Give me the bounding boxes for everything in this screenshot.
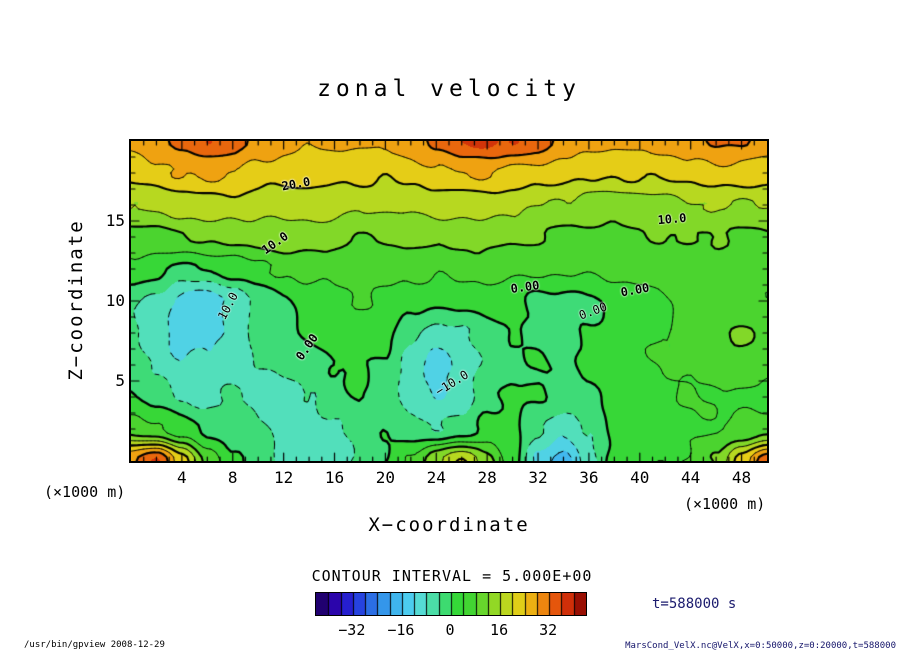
colorbar-tick-label: −32 (338, 621, 366, 639)
x-tick-label: 4 (177, 468, 187, 487)
contour-interval-label: CONTOUR INTERVAL = 5.000E+00 (311, 567, 593, 585)
colorbar-tick-label: 16 (490, 621, 509, 639)
x-tick-label: 8 (227, 468, 238, 487)
y-tick-label: 5 (115, 371, 125, 390)
x-tick-label: 16 (324, 468, 345, 487)
x-tick-label: 48 (731, 468, 752, 487)
x-tick-label: 24 (426, 468, 446, 487)
time-label: t=588000 s (652, 596, 737, 612)
chart-title: zonal velocity (317, 76, 581, 102)
y-tick-label: 15 (105, 211, 125, 230)
footer-datasource: MarsCond_VelX.nc@VelX,x=0:50000,z=0:2000… (625, 641, 896, 651)
x-tick-label: 32 (528, 468, 548, 487)
y-axis-title: Z−coordinate (65, 219, 87, 381)
footer-command: /usr/bin/gpview 2008-12-29 (24, 640, 165, 650)
x-tick-label: 28 (477, 468, 497, 487)
x-axis-unit-right: (×1000 m) (684, 495, 766, 513)
x-tick-label: 12 (273, 468, 294, 487)
x-tick-label: 36 (579, 468, 599, 487)
colorbar (315, 592, 587, 616)
colorbar-tick-label: 0 (445, 621, 455, 639)
x-axis-title: X−coordinate (368, 514, 530, 536)
colorbar-canvas (316, 593, 586, 615)
x-tick-label: 40 (630, 468, 650, 487)
colorbar-tick-label: 32 (539, 621, 558, 639)
contour-lines-canvas (131, 141, 767, 461)
x-tick-label: 20 (375, 468, 396, 487)
x-axis-unit-left: (×1000 m) (44, 483, 126, 501)
colorbar-tick-label: −16 (387, 621, 415, 639)
plot-area: 20.0 10.0 10.0 10.0 0.00 0.00 0.00 0.00 −10.0 (129, 139, 769, 463)
x-tick-label: 44 (681, 468, 701, 487)
y-tick-label: 10 (105, 291, 125, 310)
